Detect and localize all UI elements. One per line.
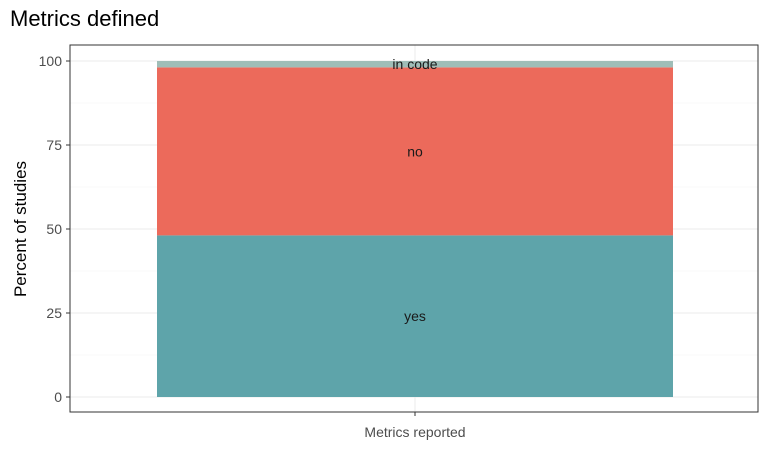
bar-segment-no <box>157 67 673 236</box>
y-axis-title: Percent of studies <box>11 161 30 297</box>
segment-label-in-code: in code <box>392 56 437 72</box>
segment-label-no: no <box>407 143 423 159</box>
y-tick-label: 50 <box>46 221 62 237</box>
y-tick-label: 75 <box>46 137 62 153</box>
x-tick-label: Metrics reported <box>364 424 465 440</box>
chart-title: Metrics defined <box>10 6 160 31</box>
bar-segment-in-code <box>157 61 673 68</box>
y-tick-label: 0 <box>54 389 62 405</box>
bar-segment-yes <box>157 235 673 397</box>
y-tick-label: 100 <box>39 53 63 69</box>
segment-label-yes: yes <box>404 308 426 324</box>
y-tick-label: 25 <box>46 305 62 321</box>
